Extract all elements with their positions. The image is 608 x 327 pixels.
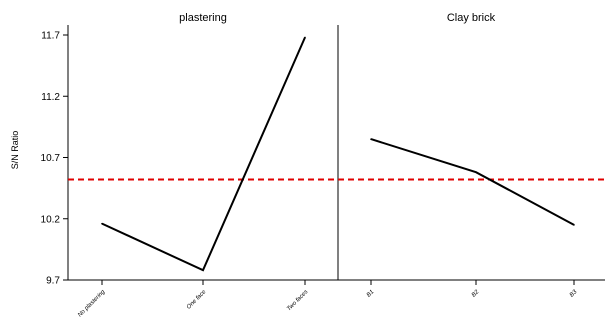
data-point (475, 171, 477, 173)
y-axis-label: S/N Ratio (10, 131, 20, 170)
data-point (573, 224, 575, 226)
x-tick-label: One face (186, 289, 208, 311)
y-ticks: 9.7 10.2 10.7 11.2 11.7 (41, 31, 68, 287)
data-point (101, 222, 103, 225)
y-tick-label: 11.2 (41, 92, 60, 103)
clay-brick-line (370, 138, 575, 226)
data-point (370, 138, 372, 140)
y-tick-label: 11.7 (41, 31, 60, 42)
panel-title-plastering: plastering (179, 12, 227, 24)
data-point (304, 36, 306, 39)
data-point (202, 269, 204, 272)
panel-title-clay-brick: Clay brick (447, 12, 496, 24)
y-tick-label: 10.2 (41, 214, 61, 225)
y-tick-label: 9.7 (46, 276, 60, 287)
x-tick-label: B3 (569, 289, 579, 299)
x-tick-label: B1 (366, 289, 375, 298)
y-tick-label: 10.7 (41, 153, 61, 164)
x-tick-label: Two faces (286, 289, 309, 312)
x-tick-label: No plastering (77, 289, 107, 319)
x-ticks: No plastering One face Two faces B1 B2 B3 (77, 36, 579, 319)
plastering-line (101, 36, 306, 272)
x-tick-label: B2 (471, 289, 481, 299)
